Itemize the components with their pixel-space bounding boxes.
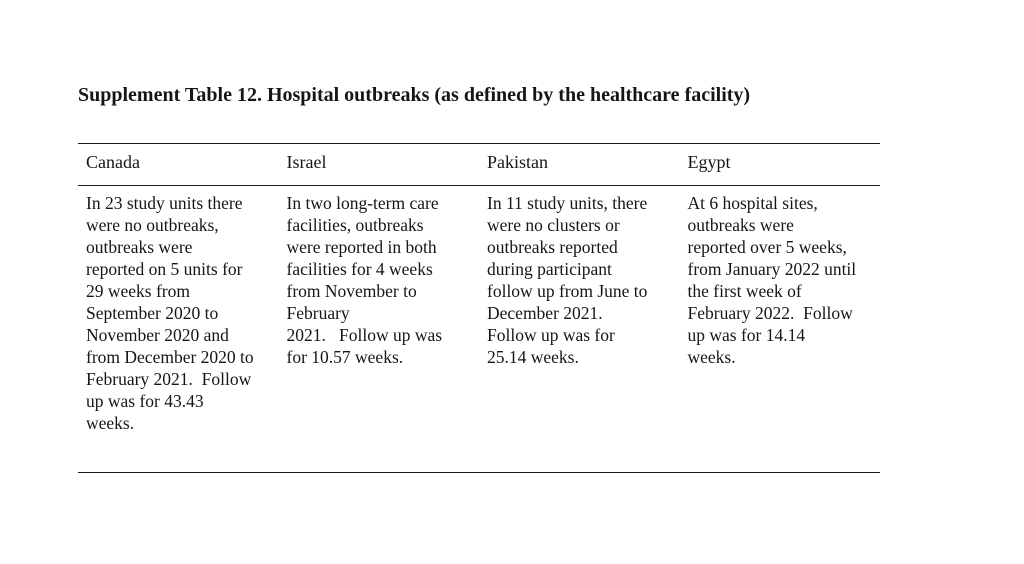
- table-cell-pakistan: In 11 study units, there were no cluster…: [487, 193, 648, 367]
- column-header-canada: Canada: [86, 152, 140, 172]
- column-header-pakistan: Pakistan: [487, 152, 548, 172]
- table-body-row: In 23 study units there were no outbreak…: [78, 186, 880, 472]
- supplement-table: Canada Israel Pakistan Egypt In 23 study…: [78, 143, 880, 473]
- column-header-egypt: Egypt: [687, 152, 731, 172]
- table-title: Supplement Table 12. Hospital outbreaks …: [78, 84, 751, 106]
- table-bottom-rule: [78, 472, 880, 473]
- table-top-rule: [78, 143, 880, 144]
- table-header-divider-rule: [78, 185, 880, 186]
- table-cell-canada: In 23 study units there were no outbreak…: [86, 193, 254, 433]
- table-cell-egypt: At 6 hospital sites, outbreaks were repo…: [687, 193, 857, 367]
- column-header-israel: Israel: [286, 152, 327, 172]
- table-cell-israel: In two long-term care facilities, outbre…: [286, 193, 443, 367]
- table-header-row: Canada Israel Pakistan Egypt: [78, 144, 880, 185]
